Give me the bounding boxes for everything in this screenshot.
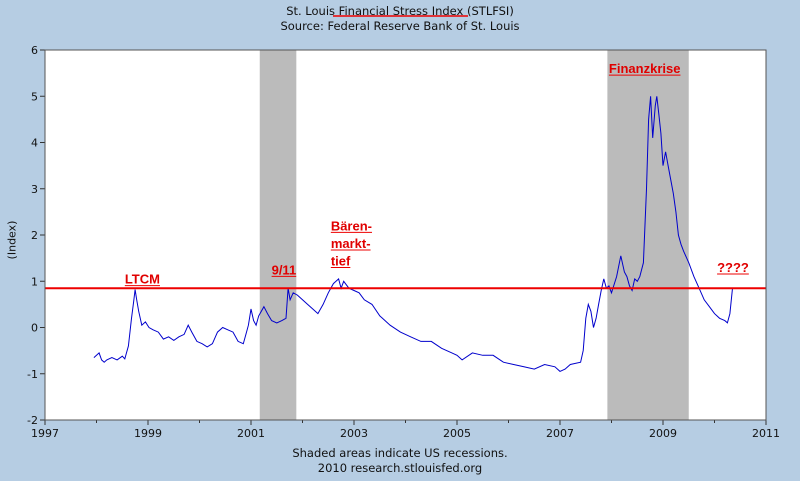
- annotation-label: Finanzkrise: [609, 61, 681, 76]
- series-layer: [93, 96, 733, 372]
- y-tick-label: 4: [31, 137, 38, 150]
- annotation-label: markt-: [331, 236, 371, 251]
- y-tick-label: 6: [31, 44, 38, 57]
- y-tick-label: 2: [31, 229, 38, 242]
- x-tick-label: 2011: [752, 427, 780, 440]
- y-tick-label: 0: [31, 322, 38, 335]
- y-tick-label: 5: [31, 90, 38, 103]
- y-tick-label: -1: [27, 368, 38, 381]
- annotations: LTCM 9/11 Bären-markt-tief Finanzkrise????: [124, 61, 749, 287]
- stlfsi-series-line: [93, 96, 733, 372]
- x-tick-label: 2001: [237, 427, 265, 440]
- annotation-label: ????: [717, 260, 749, 275]
- x-tick-label: 2009: [649, 427, 677, 440]
- annotation-label: tief: [331, 254, 351, 269]
- recession-bands: [259, 50, 689, 420]
- footnote-source: 2010 research.stlouisfed.org: [317, 461, 483, 475]
- x-tick-label: 2003: [340, 427, 368, 440]
- chart-subtitle: Source: Federal Reserve Bank of St. Loui…: [280, 19, 520, 33]
- x-tick-label: 1997: [31, 427, 59, 440]
- axis-ticks: 1997 1999 2001 2003 2005 2007 2009 2011 -2 -1 0 1 2 3…: [27, 44, 780, 440]
- recession-band: [259, 50, 297, 420]
- x-tick-label: 2005: [443, 427, 471, 440]
- plot-border: [44, 49, 767, 421]
- x-tick-label: 1999: [134, 427, 162, 440]
- annotation-label: Bären-: [331, 218, 372, 233]
- y-tick-label: 1: [31, 275, 38, 288]
- chart-title: St. Louis Financial Stress Index (STLFSI…: [286, 4, 514, 18]
- footnote-recessions: Shaded areas indicate US recessions.: [292, 446, 508, 460]
- recession-band: [607, 50, 689, 420]
- y-tick-label: 3: [31, 183, 38, 196]
- x-tick-label: 2007: [546, 427, 574, 440]
- annotation-label: LTCM: [125, 272, 160, 287]
- annotation-label: 9/11: [272, 262, 297, 277]
- y-tick-label: -2: [27, 414, 38, 427]
